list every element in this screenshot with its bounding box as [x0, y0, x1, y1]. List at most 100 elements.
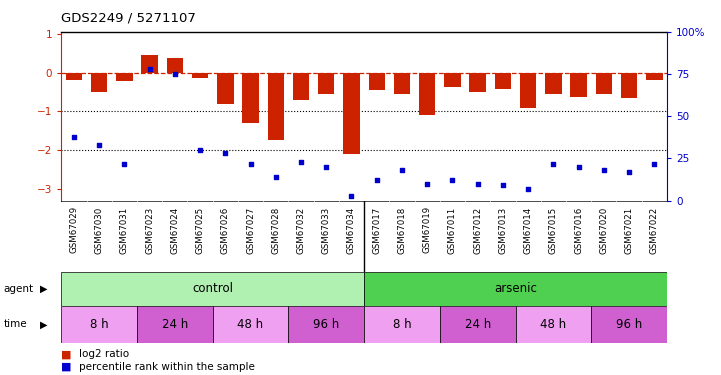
- Bar: [364, 272, 667, 306]
- Point: [522, 186, 534, 192]
- Text: ■: ■: [61, 362, 72, 372]
- Point: [624, 169, 635, 175]
- Point: [649, 160, 660, 166]
- Bar: [368, 73, 385, 90]
- Bar: [66, 73, 82, 80]
- Bar: [621, 73, 637, 98]
- Bar: [192, 73, 208, 78]
- Bar: [520, 73, 536, 108]
- Bar: [116, 73, 133, 81]
- Text: 8 h: 8 h: [90, 318, 108, 331]
- Text: ▶: ▶: [40, 284, 47, 294]
- Text: GSM67023: GSM67023: [145, 206, 154, 254]
- Text: 24 h: 24 h: [162, 318, 188, 331]
- Point: [270, 174, 282, 180]
- Point: [118, 160, 131, 166]
- Bar: [343, 73, 360, 154]
- Text: GSM67012: GSM67012: [473, 206, 482, 254]
- Text: GSM67019: GSM67019: [423, 206, 432, 254]
- Point: [144, 66, 156, 72]
- Text: GSM67032: GSM67032: [296, 206, 306, 254]
- Text: GSM67021: GSM67021: [624, 206, 634, 254]
- Bar: [596, 73, 612, 94]
- Bar: [91, 73, 107, 92]
- Bar: [293, 73, 309, 100]
- Bar: [469, 73, 486, 92]
- Point: [472, 181, 484, 187]
- Bar: [167, 58, 183, 73]
- Point: [447, 177, 459, 183]
- Text: 48 h: 48 h: [237, 318, 264, 331]
- Bar: [288, 306, 364, 343]
- Text: GSM67022: GSM67022: [650, 206, 659, 254]
- Point: [169, 71, 181, 77]
- Text: time: time: [4, 320, 27, 329]
- Text: 96 h: 96 h: [616, 318, 642, 331]
- Point: [573, 164, 585, 170]
- Text: GDS2249 / 5271107: GDS2249 / 5271107: [61, 11, 196, 24]
- Bar: [545, 73, 562, 94]
- Bar: [318, 73, 335, 94]
- Point: [397, 167, 408, 173]
- Text: control: control: [193, 282, 233, 295]
- Text: ■: ■: [61, 350, 72, 359]
- Text: GSM67016: GSM67016: [574, 206, 583, 254]
- Bar: [267, 73, 284, 141]
- Text: GSM67011: GSM67011: [448, 206, 457, 254]
- Text: log2 ratio: log2 ratio: [79, 350, 130, 359]
- Point: [195, 147, 206, 153]
- Bar: [137, 306, 213, 343]
- Point: [346, 193, 358, 199]
- Bar: [61, 306, 137, 343]
- Bar: [591, 306, 667, 343]
- Bar: [242, 73, 259, 123]
- Point: [371, 177, 383, 183]
- Point: [598, 167, 610, 173]
- Bar: [364, 306, 440, 343]
- Text: GSM67024: GSM67024: [170, 206, 180, 254]
- Bar: [141, 55, 158, 73]
- Point: [321, 164, 332, 170]
- Text: GSM67027: GSM67027: [246, 206, 255, 254]
- Bar: [217, 73, 234, 104]
- Text: GSM67015: GSM67015: [549, 206, 558, 254]
- Point: [497, 183, 509, 189]
- Text: GSM67030: GSM67030: [94, 206, 104, 254]
- Bar: [646, 73, 663, 80]
- Text: GSM67031: GSM67031: [120, 206, 129, 254]
- Point: [421, 181, 433, 187]
- Text: ▶: ▶: [40, 320, 47, 329]
- Bar: [61, 272, 364, 306]
- Text: 48 h: 48 h: [540, 318, 567, 331]
- Bar: [213, 306, 288, 343]
- Text: GSM67033: GSM67033: [322, 206, 331, 254]
- Point: [245, 160, 257, 166]
- Text: 96 h: 96 h: [313, 318, 340, 331]
- Point: [296, 159, 307, 165]
- Point: [94, 142, 105, 148]
- Text: agent: agent: [4, 284, 34, 294]
- Text: 8 h: 8 h: [393, 318, 411, 331]
- Text: GSM67020: GSM67020: [599, 206, 609, 254]
- Point: [220, 150, 231, 156]
- Text: GSM67014: GSM67014: [523, 206, 533, 254]
- Text: GSM67025: GSM67025: [195, 206, 205, 254]
- Bar: [419, 73, 435, 115]
- Point: [548, 160, 559, 166]
- Bar: [570, 73, 587, 97]
- Text: GSM67028: GSM67028: [271, 206, 280, 254]
- Bar: [495, 73, 511, 89]
- Bar: [444, 73, 461, 87]
- Point: [68, 134, 80, 140]
- Bar: [440, 306, 516, 343]
- Text: arsenic: arsenic: [494, 282, 537, 295]
- Text: percentile rank within the sample: percentile rank within the sample: [79, 362, 255, 372]
- Text: GSM67026: GSM67026: [221, 206, 230, 254]
- Text: 24 h: 24 h: [464, 318, 491, 331]
- Text: GSM67029: GSM67029: [69, 206, 79, 254]
- Text: GSM67018: GSM67018: [397, 206, 407, 254]
- Bar: [394, 73, 410, 94]
- Text: GSM67034: GSM67034: [347, 206, 356, 254]
- Text: GSM67013: GSM67013: [498, 206, 508, 254]
- Text: GSM67017: GSM67017: [372, 206, 381, 254]
